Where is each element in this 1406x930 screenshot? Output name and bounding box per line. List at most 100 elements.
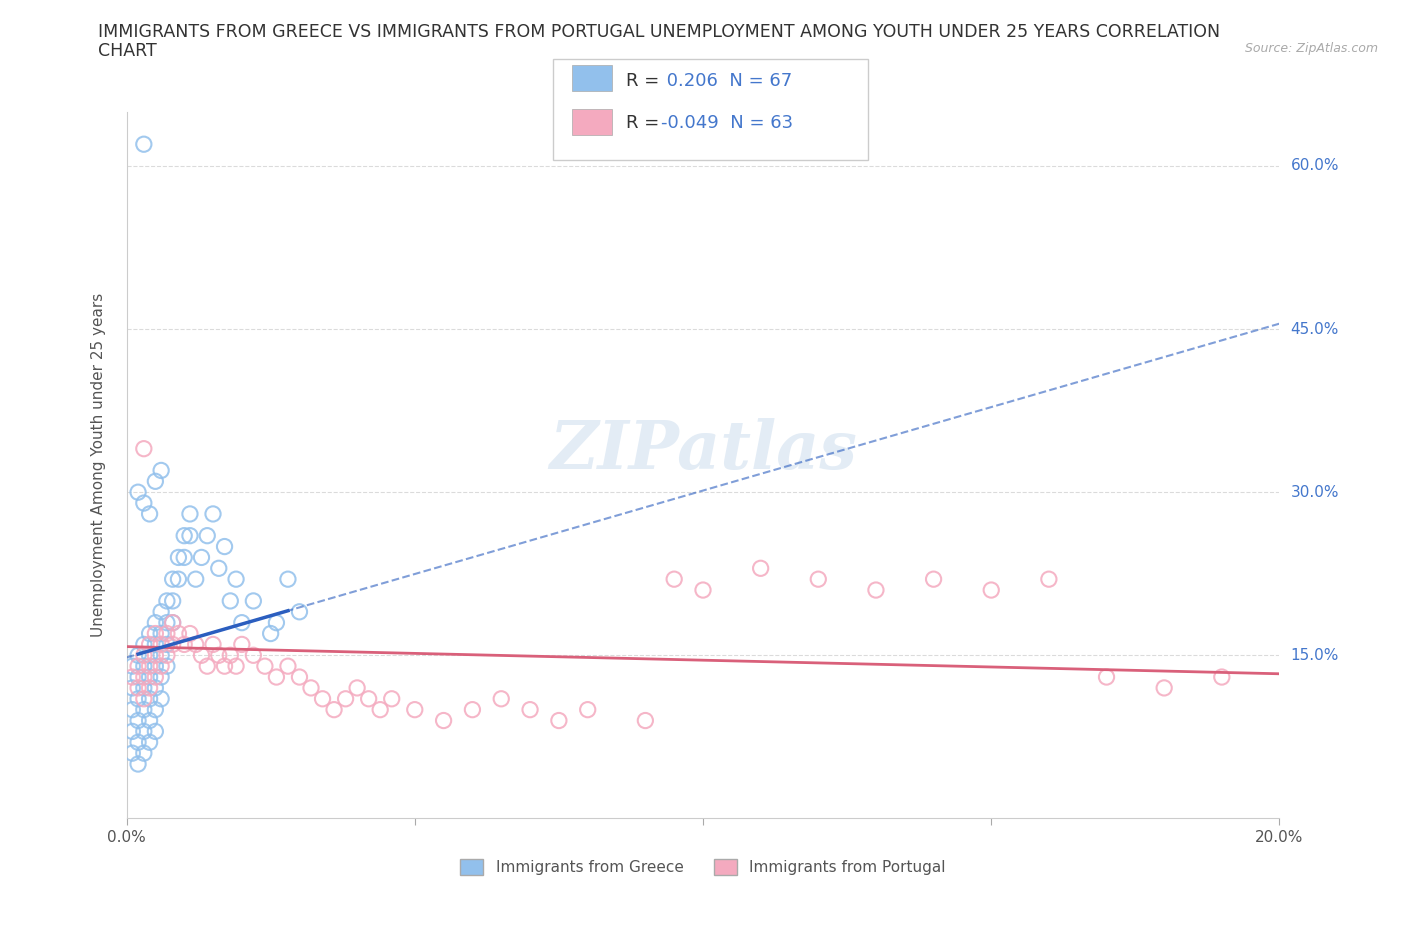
Point bbox=[132, 702, 155, 717]
Point bbox=[664, 572, 686, 587]
Point bbox=[214, 539, 236, 554]
Point bbox=[121, 702, 143, 717]
Point bbox=[865, 582, 887, 597]
Point bbox=[219, 648, 242, 663]
Point bbox=[190, 550, 212, 565]
Point bbox=[288, 604, 311, 619]
Point bbox=[121, 724, 143, 738]
Point bbox=[127, 648, 149, 663]
Point bbox=[150, 463, 173, 478]
Point bbox=[150, 658, 173, 673]
Point bbox=[219, 593, 242, 608]
Point bbox=[127, 713, 149, 728]
Point bbox=[145, 616, 166, 631]
Point bbox=[368, 702, 391, 717]
Point bbox=[381, 691, 404, 706]
Point bbox=[357, 691, 380, 706]
Point bbox=[121, 658, 143, 673]
Point bbox=[231, 637, 253, 652]
Point bbox=[277, 572, 299, 587]
Point bbox=[167, 550, 190, 565]
Point bbox=[1038, 572, 1060, 587]
Point bbox=[519, 702, 541, 717]
Point bbox=[1153, 681, 1175, 696]
Point bbox=[145, 626, 166, 641]
Text: 60.0%: 60.0% bbox=[1291, 158, 1339, 174]
Point bbox=[156, 648, 179, 663]
Point bbox=[150, 691, 173, 706]
Point bbox=[311, 691, 333, 706]
Point bbox=[132, 658, 155, 673]
Point bbox=[288, 670, 311, 684]
Point bbox=[162, 593, 184, 608]
Point bbox=[138, 681, 160, 696]
Point bbox=[225, 572, 247, 587]
Point bbox=[167, 572, 190, 587]
Point bbox=[692, 582, 714, 597]
Point bbox=[242, 648, 264, 663]
Point bbox=[121, 746, 143, 761]
Point bbox=[138, 670, 160, 684]
Point bbox=[127, 735, 149, 750]
Point bbox=[162, 616, 184, 631]
Text: IMMIGRANTS FROM GREECE VS IMMIGRANTS FROM PORTUGAL UNEMPLOYMENT AMONG YOUTH UNDE: IMMIGRANTS FROM GREECE VS IMMIGRANTS FRO… bbox=[98, 23, 1220, 41]
Point bbox=[404, 702, 426, 717]
Point bbox=[433, 713, 456, 728]
Point bbox=[208, 561, 231, 576]
Text: R =: R = bbox=[626, 72, 665, 89]
Point bbox=[202, 507, 225, 522]
Point bbox=[138, 648, 160, 663]
Text: 30.0%: 30.0% bbox=[1291, 485, 1339, 499]
Point bbox=[156, 616, 179, 631]
Point bbox=[132, 670, 155, 684]
Point bbox=[162, 637, 184, 652]
Point bbox=[145, 658, 166, 673]
Point bbox=[195, 528, 218, 543]
Point bbox=[121, 670, 143, 684]
Point bbox=[145, 637, 166, 652]
Text: 45.0%: 45.0% bbox=[1291, 322, 1339, 337]
Point bbox=[132, 137, 155, 152]
Point bbox=[548, 713, 571, 728]
Point bbox=[190, 648, 212, 663]
Point bbox=[202, 637, 225, 652]
Point bbox=[145, 702, 166, 717]
Point bbox=[922, 572, 945, 587]
Point bbox=[162, 572, 184, 587]
Point bbox=[491, 691, 513, 706]
Point bbox=[132, 441, 155, 456]
Point bbox=[150, 637, 173, 652]
Point bbox=[167, 626, 190, 641]
Point bbox=[634, 713, 657, 728]
Point bbox=[156, 626, 179, 641]
Point bbox=[127, 485, 149, 499]
Point bbox=[145, 681, 166, 696]
Point bbox=[150, 670, 173, 684]
Point bbox=[1095, 670, 1118, 684]
Point bbox=[277, 658, 299, 673]
Point bbox=[749, 561, 772, 576]
Point bbox=[138, 713, 160, 728]
Point bbox=[156, 658, 179, 673]
Point bbox=[132, 637, 155, 652]
Point bbox=[266, 670, 288, 684]
Point bbox=[184, 637, 207, 652]
Point bbox=[145, 670, 166, 684]
Point bbox=[132, 724, 155, 738]
Point bbox=[156, 593, 179, 608]
Point bbox=[162, 616, 184, 631]
Point bbox=[214, 658, 236, 673]
Point bbox=[576, 702, 599, 717]
Point bbox=[132, 691, 155, 706]
Point bbox=[179, 507, 201, 522]
Point bbox=[335, 691, 357, 706]
Point bbox=[150, 648, 173, 663]
Point bbox=[323, 702, 346, 717]
Point bbox=[253, 658, 276, 673]
Point bbox=[208, 648, 231, 663]
Point bbox=[138, 735, 160, 750]
Point bbox=[231, 616, 253, 631]
Point bbox=[1211, 670, 1233, 684]
Point bbox=[150, 626, 173, 641]
Point bbox=[266, 616, 288, 631]
